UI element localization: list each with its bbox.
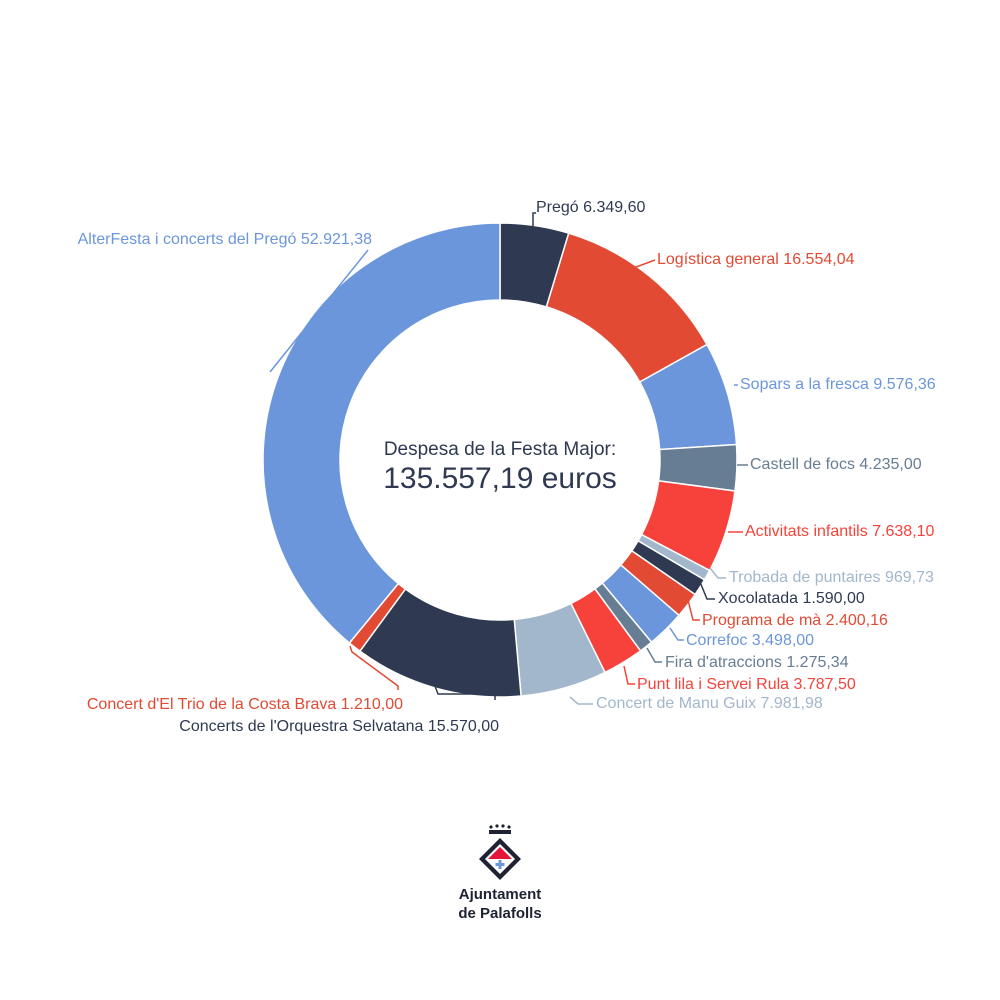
- connector-11: [623, 665, 635, 685]
- connector-2: [627, 259, 656, 271]
- slice-label-9: Correfoc 3.498,00: [686, 632, 814, 649]
- slice-label-3: Sopars a la fresca 9.576,36: [740, 376, 936, 393]
- logo-line-1: Ajuntament: [459, 886, 542, 903]
- slice-label-8: Programa de mà 2.400,16: [702, 612, 888, 629]
- slice-label-12: Concert de Manu Guix 7.981,98: [596, 695, 823, 712]
- center-title: Despesa de la Festa Major:: [384, 439, 616, 460]
- center-total: 135.557,19 euros: [383, 462, 617, 495]
- slice-label-14: Concert d'El Trio de la Costa Brava 1.21…: [87, 696, 403, 713]
- connector-8: [687, 599, 700, 621]
- connector-15: [269, 249, 369, 373]
- slice-label-2: Logística general 16.554,04: [657, 251, 855, 268]
- connector-14: [349, 645, 399, 690]
- connector-6: [709, 567, 726, 579]
- ajuntament-logo: Ajuntament de Palafolls: [458, 824, 542, 922]
- slice-label-13: Concerts de l'Orquestra Selvatana 15.570…: [179, 718, 499, 735]
- connector-13: [434, 685, 496, 700]
- connector-1: [532, 212, 536, 228]
- slice-label-15: AlterFesta i concerts del Pregó 52.921,3…: [78, 231, 372, 248]
- slice-label-5: Activitats infantils 7.638,10: [745, 523, 935, 540]
- palafolls-crest-icon: [479, 824, 521, 880]
- slice-labels: Pregó 6.349,60 Logística general 16.554,0…: [78, 199, 936, 735]
- connector-7: [699, 581, 715, 600]
- slice-label-4: Castell de focs 4.235,00: [750, 456, 922, 473]
- donut-slices: [262, 222, 738, 698]
- slice-label-6: Trobada de puntaires 969,73: [729, 569, 934, 586]
- connector-12: [569, 696, 593, 705]
- connector-10: [646, 647, 662, 663]
- logo-line-2: de Palafolls: [458, 905, 541, 922]
- connector-9: [669, 627, 684, 641]
- slice-label-10: Fira d'atraccions 1.275,34: [665, 654, 849, 671]
- slice-label-11: Punt lila i Servei Rula 3.787,50: [637, 676, 856, 693]
- slice-label-7: Xocolatada 1.590,00: [718, 590, 865, 607]
- slice-label-1: Pregó 6.349,60: [536, 199, 646, 216]
- label-connectors: [269, 212, 748, 705]
- slice-15[interactable]: [262, 222, 501, 645]
